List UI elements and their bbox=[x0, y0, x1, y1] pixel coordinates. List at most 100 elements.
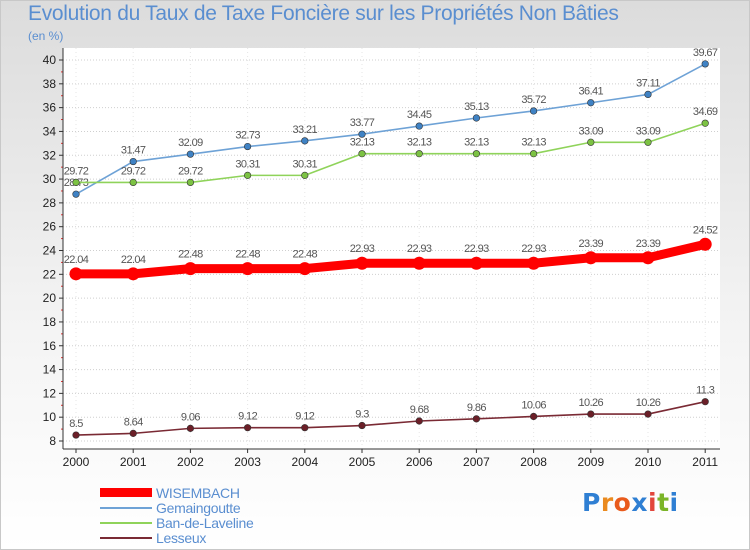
data-label: 22.93 bbox=[521, 243, 546, 255]
data-label: 22.93 bbox=[464, 243, 489, 255]
data-point bbox=[358, 150, 366, 158]
x-tick-label: 2010 bbox=[635, 455, 662, 469]
data-label: 30.31 bbox=[293, 158, 318, 170]
legend-swatch bbox=[100, 537, 152, 539]
y-tick-label: 40 bbox=[43, 53, 57, 67]
data-label: 23.39 bbox=[579, 238, 604, 250]
data-label: 36.41 bbox=[579, 86, 604, 98]
data-label: 34.45 bbox=[407, 109, 432, 121]
data-label: 9.12 bbox=[295, 411, 314, 423]
data-point bbox=[301, 171, 309, 179]
logo-letter: i bbox=[669, 488, 679, 517]
data-point bbox=[72, 431, 80, 439]
data-point bbox=[701, 398, 709, 406]
data-point bbox=[355, 256, 369, 270]
data-point bbox=[469, 256, 483, 270]
y-tick-label: 30 bbox=[43, 172, 57, 186]
data-point bbox=[529, 150, 538, 158]
proxiti-logo: Proxiti bbox=[582, 488, 679, 517]
y-tick-label: 10 bbox=[43, 410, 57, 424]
y-tick-label: 24 bbox=[43, 244, 57, 258]
data-label: 33.21 bbox=[293, 124, 318, 136]
data-point bbox=[529, 412, 538, 421]
data-label: 8.5 bbox=[69, 418, 83, 430]
data-point bbox=[69, 267, 83, 281]
y-tick-label: 18 bbox=[43, 315, 57, 329]
data-label: 30.31 bbox=[235, 158, 260, 170]
data-label: 8.64 bbox=[124, 416, 143, 428]
data-point bbox=[415, 417, 423, 425]
data-point bbox=[241, 262, 255, 276]
data-label: 32.09 bbox=[178, 137, 203, 149]
x-tick-label: 2000 bbox=[63, 455, 90, 469]
data-label: 37.11 bbox=[636, 77, 660, 89]
data-label: 32.13 bbox=[407, 137, 432, 149]
x-tick-label: 2007 bbox=[463, 455, 490, 469]
y-tick-label: 8 bbox=[49, 434, 56, 448]
data-label: 22.48 bbox=[235, 249, 260, 261]
data-point bbox=[129, 178, 137, 186]
x-tick-label: 2003 bbox=[234, 455, 261, 469]
logo-letter: P bbox=[582, 488, 601, 517]
data-label: 29.72 bbox=[64, 165, 89, 177]
data-point bbox=[183, 262, 197, 276]
data-label: 22.04 bbox=[121, 254, 146, 266]
y-tick-label: 22 bbox=[43, 267, 57, 281]
data-label: 35.72 bbox=[521, 94, 546, 106]
data-point bbox=[244, 142, 252, 151]
data-label: 22.93 bbox=[350, 243, 375, 255]
data-point bbox=[644, 410, 652, 418]
data-point bbox=[186, 178, 194, 186]
data-label: 10.26 bbox=[579, 397, 604, 409]
legend-swatch bbox=[100, 522, 152, 524]
data-label: 11.3 bbox=[696, 385, 715, 397]
data-label: 9.3 bbox=[355, 409, 369, 421]
data-point bbox=[301, 137, 309, 145]
data-point bbox=[584, 251, 598, 265]
legend-label: Gemaingoutte bbox=[156, 500, 241, 516]
y-tick-label: 36 bbox=[43, 101, 57, 115]
series-line bbox=[75, 400, 707, 436]
data-label: 10.26 bbox=[636, 397, 661, 409]
data-label: 34.69 bbox=[693, 106, 718, 118]
data-label: 33.09 bbox=[636, 125, 661, 137]
data-point bbox=[587, 99, 595, 107]
data-point bbox=[472, 150, 481, 158]
data-point bbox=[527, 256, 541, 270]
data-point bbox=[186, 150, 194, 158]
data-label: 9.06 bbox=[181, 411, 200, 423]
y-tick-label: 16 bbox=[43, 339, 57, 353]
data-point bbox=[641, 251, 655, 265]
data-point bbox=[358, 421, 366, 430]
series-line bbox=[75, 63, 707, 195]
data-point bbox=[644, 138, 652, 146]
chart-title: Evolution du Taux de Taxe Foncière sur l… bbox=[28, 2, 619, 25]
data-label: 23.39 bbox=[636, 238, 661, 250]
x-tick-label: 2011 bbox=[692, 455, 718, 469]
data-label: 24.52 bbox=[693, 224, 718, 236]
data-label: 22.93 bbox=[407, 243, 432, 255]
data-label: 9.68 bbox=[410, 404, 429, 416]
legend-swatch bbox=[100, 507, 152, 509]
data-point bbox=[698, 237, 712, 251]
series-gemaingoutte: 28.7331.4732.0932.7333.2133.7734.4535.13… bbox=[64, 47, 719, 198]
legend-label: Ban-de-Laveline bbox=[156, 515, 254, 531]
y-tick-label: 26 bbox=[43, 220, 57, 234]
legend-label: Lesseux bbox=[156, 530, 207, 546]
data-label: 9.12 bbox=[238, 411, 257, 423]
data-label: 29.72 bbox=[178, 165, 203, 177]
data-label: 35.13 bbox=[464, 101, 489, 113]
data-point bbox=[587, 410, 595, 418]
logo-letter: t bbox=[657, 488, 670, 517]
y-tick-label: 38 bbox=[43, 77, 57, 91]
y-tick-label: 14 bbox=[43, 363, 57, 377]
series-lesseux: 8.5 8.64 9.06 9.12 9.12 9.3 9.68 9.86 10.06 10.26… bbox=[69, 385, 715, 439]
data-point bbox=[186, 424, 194, 432]
data-point bbox=[244, 424, 252, 432]
data-point bbox=[129, 429, 137, 437]
logo-letter: o bbox=[613, 488, 632, 517]
data-point bbox=[644, 90, 652, 99]
data-label: 22.48 bbox=[293, 249, 318, 261]
legend-swatch bbox=[100, 488, 152, 497]
